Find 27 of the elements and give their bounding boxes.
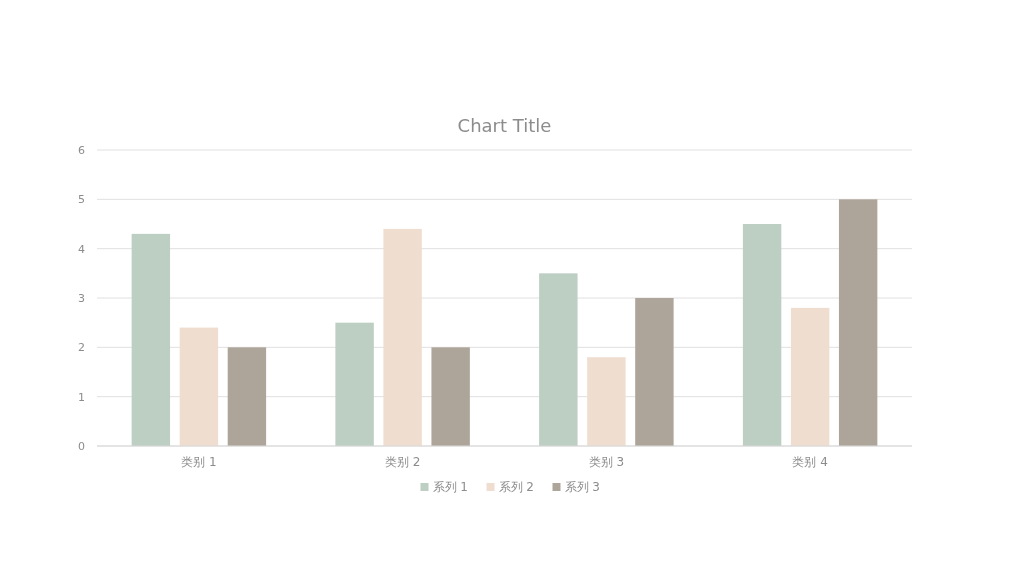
legend-label: 系列 3 (564, 480, 600, 495)
y-tick-label: 2 (78, 341, 85, 355)
bar (431, 347, 470, 446)
bar (587, 357, 626, 446)
y-tick-label: 0 (78, 439, 85, 453)
bar (635, 298, 674, 446)
legend-label: 系列 1 (432, 480, 468, 495)
y-tick-label: 6 (78, 143, 85, 157)
bar (790, 307, 830, 446)
x-tick-label: 类别 4 (792, 455, 828, 469)
x-tick-label: 类别 1 (181, 455, 217, 469)
legend-label: 系列 2 (498, 480, 534, 495)
bar (742, 224, 782, 446)
chart-title: Chart Title (457, 115, 552, 136)
x-tick-label: 类别 3 (588, 455, 625, 469)
bar (227, 347, 267, 446)
bar (179, 327, 219, 446)
bar (838, 199, 878, 446)
bar (335, 322, 374, 446)
y-tick-label: 4 (78, 242, 85, 256)
bar (539, 273, 578, 446)
bar (131, 233, 171, 446)
y-tick-label: 5 (78, 193, 85, 207)
x-tick-label: 类别 2 (384, 455, 421, 469)
y-tick-label: 1 (78, 390, 85, 404)
bar (383, 228, 422, 446)
y-tick-label: 3 (78, 291, 85, 305)
